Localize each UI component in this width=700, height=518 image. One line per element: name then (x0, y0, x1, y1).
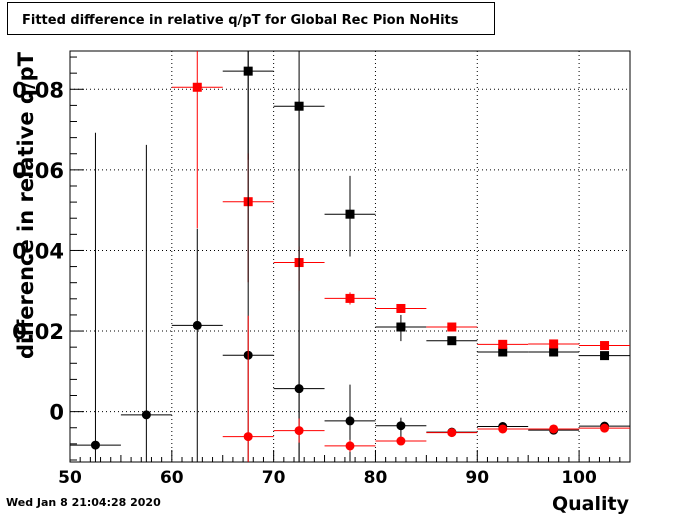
x-tick-label: 50 (58, 468, 82, 488)
y-tick-label: 0.04 (12, 239, 64, 263)
data-point-square (192, 82, 202, 92)
x-tick-label: 90 (465, 468, 489, 488)
data-point-circle (345, 416, 355, 426)
data-point-square (549, 347, 559, 357)
data-point-square (396, 303, 406, 313)
x-tick-label: 70 (262, 468, 286, 488)
data-series (70, 51, 630, 462)
x-tick-label: 60 (160, 468, 184, 488)
data-point-square (498, 347, 508, 357)
data-point-square (549, 339, 559, 349)
title-box: Fitted difference in relative q/pT for G… (7, 2, 495, 35)
y-tick-label: 0.02 (12, 320, 64, 344)
data-point-circle (294, 384, 304, 394)
datestamp: Wed Jan 8 21:04:28 2020 (6, 496, 161, 509)
data-point-circle (294, 426, 304, 436)
y-axis-label: difference in relative q/pT (14, 51, 38, 359)
data-point-circle (600, 423, 610, 433)
plot-frame (69, 50, 631, 463)
data-point-circle (396, 421, 406, 431)
x-axis-label: Quality (552, 493, 630, 514)
data-series (171, 51, 630, 351)
data-series (222, 51, 630, 462)
data-point-circle (396, 436, 406, 446)
data-point-square (447, 336, 457, 346)
data-point-square (396, 322, 406, 332)
data-series (222, 315, 630, 462)
y-tick-label: 0.08 (12, 78, 64, 102)
data-point-circle (549, 424, 559, 434)
data-point-circle (192, 320, 202, 330)
x-tick-label: 100 (561, 468, 597, 488)
data-point-square (345, 209, 355, 219)
data-point-circle (90, 440, 100, 450)
data-point-circle (447, 428, 457, 438)
chart-title: Fitted difference in relative q/pT for G… (22, 13, 459, 28)
y-tick-label: 0 (49, 401, 64, 425)
data-point-square (498, 339, 508, 349)
data-point-circle (498, 424, 508, 434)
data-point-square (294, 101, 304, 111)
data-point-circle (345, 441, 355, 451)
data-point-circle (141, 410, 151, 420)
data-point-circle (243, 432, 253, 442)
y-tick-label: 0.06 (12, 159, 64, 183)
x-tick-label: 80 (364, 468, 388, 488)
data-point-square (600, 341, 610, 351)
data-point-square (600, 351, 610, 361)
data-point-square (345, 293, 355, 303)
data-point-square (447, 322, 457, 332)
